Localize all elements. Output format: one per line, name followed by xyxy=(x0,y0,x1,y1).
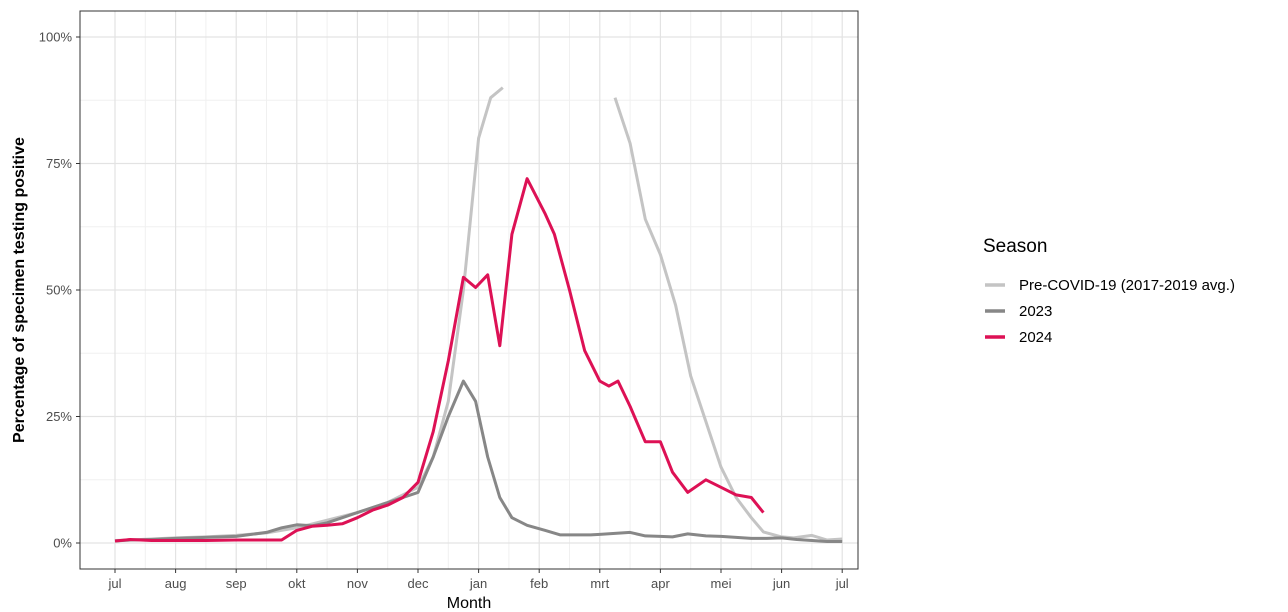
x-tick-label: mei xyxy=(711,576,732,591)
x-tick-label: dec xyxy=(408,576,429,591)
legend-label-0: Pre-COVID-19 (2017-2019 avg.) xyxy=(1019,277,1235,294)
x-tick-label: aug xyxy=(165,576,187,591)
legend-title: Season xyxy=(983,236,1047,257)
legend-label-1: 2023 xyxy=(1019,303,1052,320)
x-tick-label: sep xyxy=(226,576,247,591)
y-tick-label: 25% xyxy=(46,409,72,424)
y-tick-label: 75% xyxy=(46,156,72,171)
series-line-1-segment-0 xyxy=(114,379,843,543)
y-tick-label: 0% xyxy=(53,536,72,551)
x-tick-label: feb xyxy=(530,576,548,591)
y-tick-label: 50% xyxy=(46,283,72,298)
series-line-0-segment-1 xyxy=(613,97,843,542)
x-tick-label: okt xyxy=(288,576,306,591)
x-tick-label: jul xyxy=(107,576,121,591)
y-axis-ticks: 0% 25% 50% 75% 100% xyxy=(39,30,80,551)
x-tick-label: nov xyxy=(347,576,368,591)
x-tick-label: jan xyxy=(469,576,487,591)
legend-label-2: 2024 xyxy=(1019,329,1052,346)
y-tick-label: 100% xyxy=(39,30,73,45)
major-gridlines xyxy=(80,11,858,569)
x-axis-title: Month xyxy=(447,595,491,612)
x-tick-label: apr xyxy=(651,576,670,591)
x-tick-label: jul xyxy=(835,576,849,591)
x-tick-label: jun xyxy=(772,576,790,591)
series-line-2-segment-0 xyxy=(114,177,765,543)
x-tick-label: mrt xyxy=(590,576,609,591)
x-axis-ticks: jul aug sep okt nov dec jan feb mrt apr mei jun jul xyxy=(107,569,849,591)
legend: Season Pre-COVID-19 (2017-2019 avg.) 2023… xyxy=(983,236,1235,346)
y-axis-title: Percentage of specimen testing positive xyxy=(11,137,28,443)
series-lines xyxy=(114,86,843,543)
